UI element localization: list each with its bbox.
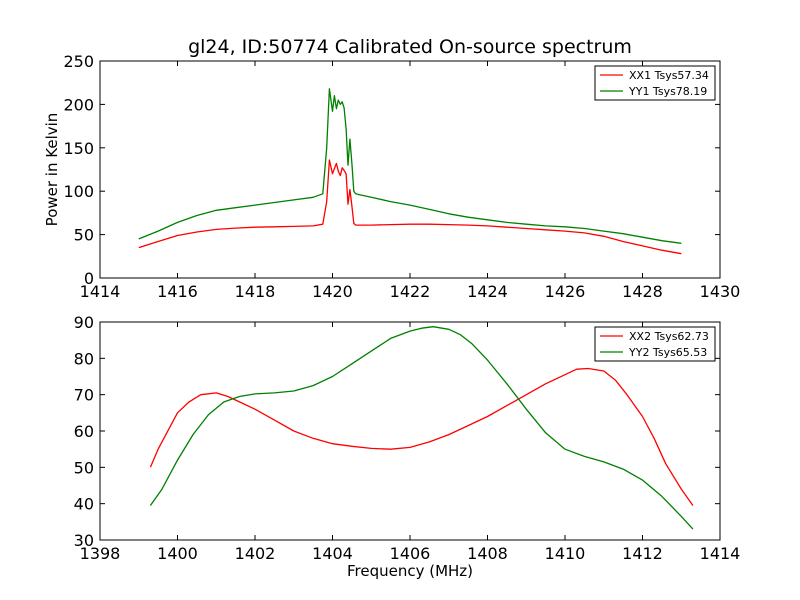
x-tick-label: 1408 xyxy=(467,544,508,563)
y-tick-label: 0 xyxy=(84,269,94,288)
y-tick-label: 40 xyxy=(74,495,94,514)
legend-box xyxy=(594,65,716,101)
y-tick-label: 70 xyxy=(74,386,94,405)
y-tick-label: 90 xyxy=(74,313,94,332)
chart-bottom-spectrum: 1398 1400 1402 1404 1406 1408 1410 1412 1414 30 40… xyxy=(74,313,741,580)
x-tick-label: 1418 xyxy=(235,282,276,301)
x-tick-label: 1414 xyxy=(700,544,741,563)
chart-top-spectrum: gl24, ID:50774 Calibrated On-source spec… xyxy=(43,36,740,301)
x-tick-label: 1400 xyxy=(157,544,198,563)
x-tick-label: 1410 xyxy=(545,544,586,563)
y-tick-label: 50 xyxy=(74,458,94,477)
y-tick-label: 100 xyxy=(63,182,94,201)
y-tick-label: 50 xyxy=(74,226,94,245)
series-line-2 xyxy=(138,88,682,244)
x-axis-label: Frequency (MHz) xyxy=(347,562,473,580)
x-tick-label: 1424 xyxy=(467,282,508,301)
legend: XX2 Tsys62.73 YY2 Tsys65.53 xyxy=(594,326,716,362)
legend-entry: YY1 Tsys78.19 xyxy=(628,85,707,98)
y-tick-label: 60 xyxy=(74,422,94,441)
series-line-2 xyxy=(149,326,694,530)
chart-title: gl24, ID:50774 Calibrated On-source spec… xyxy=(188,36,632,58)
legend-box xyxy=(594,326,716,362)
x-tick-label: 1412 xyxy=(622,544,663,563)
y-axis-label: Power in Kelvin xyxy=(43,113,61,227)
x-tick-label: 1426 xyxy=(545,282,586,301)
x-tick-label: 1414 xyxy=(80,282,121,301)
series-line-1 xyxy=(138,159,682,255)
y-tick-label: 150 xyxy=(63,139,94,158)
x-tick-label: 1402 xyxy=(235,544,276,563)
legend: XX1 Tsys57.34 YY1 Tsys78.19 xyxy=(594,65,716,101)
x-tick-label: 1430 xyxy=(700,282,741,301)
x-tick-label: 1420 xyxy=(312,282,353,301)
legend-entry: YY2 Tsys65.53 xyxy=(628,346,707,359)
x-tick-label: 1404 xyxy=(312,544,353,563)
x-tick-label: 1398 xyxy=(80,544,121,563)
y-tick-label: 30 xyxy=(74,531,94,550)
y-tick-label: 200 xyxy=(63,95,94,114)
x-tick-label: 1428 xyxy=(622,282,663,301)
legend-entry: XX2 Tsys62.73 xyxy=(629,330,709,343)
legend-entry: XX1 Tsys57.34 xyxy=(629,69,709,82)
x-tick-label: 1422 xyxy=(390,282,431,301)
y-tick-label: 80 xyxy=(74,349,94,368)
series-line-1 xyxy=(149,367,694,506)
x-tick-label: 1406 xyxy=(390,544,431,563)
x-tick-label: 1416 xyxy=(157,282,198,301)
y-tick-label: 250 xyxy=(63,52,94,71)
